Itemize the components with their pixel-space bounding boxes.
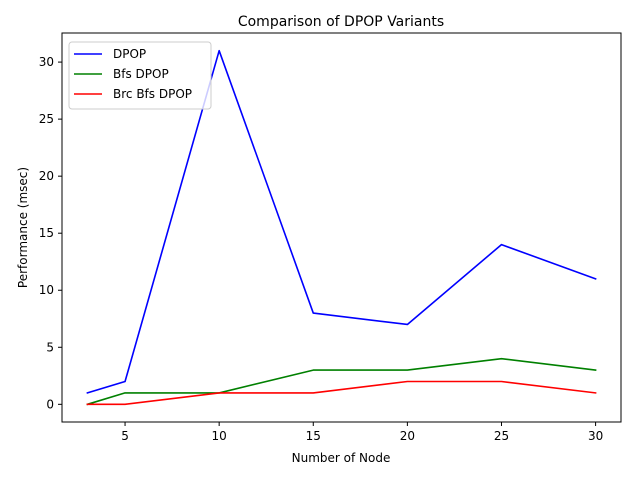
- y-axis-label: Performance (msec): [16, 167, 30, 288]
- x-tick-label: 5: [121, 429, 129, 443]
- legend-label: DPOP: [113, 47, 146, 61]
- legend-box: [68, 41, 212, 110]
- x-tick-label: 30: [588, 429, 603, 443]
- series-lines: [86, 49, 597, 406]
- series-line-2: [86, 380, 597, 406]
- y-tick-label: 5: [46, 340, 54, 354]
- y-tick-label: 15: [39, 226, 54, 240]
- y-tick-label: 30: [39, 55, 54, 69]
- y-tick-label: 20: [39, 169, 54, 183]
- x-tick-label: 20: [400, 429, 415, 443]
- axis-ticks: 5 10 15 20 25 30 0 5 10 15 20 25 30: [39, 55, 604, 443]
- legend-label: Brc Bfs DPOP: [113, 87, 192, 101]
- y-tick-label: 10: [39, 283, 54, 297]
- x-axis-label: Number of Node: [292, 451, 391, 465]
- legend: DPOP Bfs DPOP Brc Bfs DPOP: [68, 41, 212, 110]
- y-tick-label: 0: [46, 397, 54, 411]
- legend-label: Bfs DPOP: [113, 67, 169, 81]
- plot-frame: [61, 32, 622, 423]
- x-tick-label: 10: [212, 429, 227, 443]
- x-tick-label: 15: [306, 429, 321, 443]
- x-tick-label: 25: [494, 429, 509, 443]
- chart-title: Comparison of DPOP Variants: [238, 14, 444, 30]
- series-line-0: [86, 49, 597, 394]
- series-line-1: [86, 357, 597, 406]
- y-tick-label: 25: [39, 112, 54, 126]
